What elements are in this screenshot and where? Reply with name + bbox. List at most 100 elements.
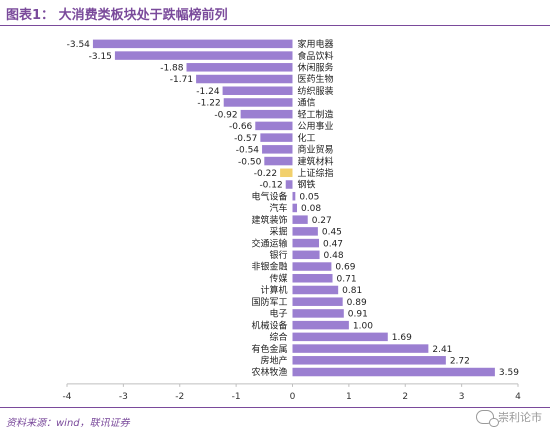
category-label-18: 银行 [269,249,287,261]
value-label-2: -1.88 [160,64,184,74]
category-label-0: 家用电器 [298,38,334,50]
category-label-10: 建筑材料 [298,155,334,167]
value-label-17: 0.47 [323,239,343,249]
category-label-21: 计算机 [260,284,287,296]
x-tick-label-4: 0 [290,392,296,402]
bar-25 [292,332,388,342]
category-label-26: 有色金属 [251,343,287,355]
value-label-28: 3.59 [499,368,519,378]
category-label-15: 建筑装饰 [251,214,287,226]
bar-26 [292,344,429,353]
source-note: 资料来源：wind，联讯证券 [6,418,130,429]
category-label-24: 机械设备 [251,319,287,331]
wechat-icon [476,410,499,427]
bar-6 [240,109,293,119]
bar-5 [223,98,293,107]
x-tick-label-0: -4 [63,392,72,402]
value-label-4: -1.24 [196,87,220,97]
bar-9 [262,145,293,154]
category-label-8: 化工 [298,132,316,144]
value-label-18: 0.48 [324,251,344,261]
bar-3 [196,74,293,84]
value-label-16: 0.45 [322,228,342,238]
category-label-17: 交通运输 [251,237,287,249]
category-label-9: 商业贸易 [298,144,334,156]
bar-0 [92,39,293,49]
category-label-23: 电子 [269,308,287,320]
category-label-6: 轻工制造 [298,108,334,120]
category-label-3: 医药生物 [298,73,334,85]
category-label-12: 钢铁 [298,179,316,191]
value-label-24: 1.00 [353,321,373,331]
category-label-1: 食品饮料 [298,50,334,62]
title-bar: 图表1： 大消费类板块处于跌幅榜前列 [0,0,550,26]
value-label-23: 0.91 [348,310,368,320]
bar-13 [292,191,296,201]
value-label-13: 0.05 [299,192,319,202]
value-label-21: 0.81 [342,286,362,296]
category-label-25: 综合 [269,331,287,343]
bar-17 [292,238,319,248]
bar-27 [292,356,446,365]
category-label-19: 非银金融 [251,261,287,273]
bar-20 [292,274,333,283]
bar-7 [255,121,293,131]
bar-1 [114,51,293,60]
bar-4 [222,86,293,95]
value-label-9: -0.54 [236,146,260,156]
watermark: 崇利论市 [476,409,542,427]
value-label-11: -0.22 [254,169,277,179]
watermark-text: 崇利论市 [498,411,542,424]
value-label-10: -0.50 [238,157,262,167]
bar-24 [292,320,349,330]
x-tick-label-1: -3 [119,392,128,402]
value-label-7: -0.66 [229,122,253,132]
title-divider [0,25,550,26]
category-label-7: 公用事业 [298,120,334,132]
x-tick-label-8: 4 [515,392,521,402]
bar-10 [264,156,293,166]
value-label-8: -0.57 [234,134,257,144]
category-label-14: 汽车 [269,202,287,214]
x-tick-label-6: 2 [402,392,408,402]
footer-divider [0,407,550,408]
bar-18 [292,250,320,260]
bar-28 [292,367,495,377]
bar-19 [292,262,332,271]
value-label-20: 0.71 [337,274,357,284]
x-tick-label-2: -2 [175,392,184,402]
bar-22 [292,297,343,306]
category-label-16: 采掘 [269,226,287,238]
category-label-27: 房地产 [260,355,287,367]
value-label-5: -1.22 [197,99,220,109]
bar-16 [292,227,318,236]
bar-2 [186,63,293,72]
value-label-1: -3.15 [89,52,112,62]
category-label-11: 上证综指 [298,167,334,179]
x-tick-label-7: 3 [459,392,465,402]
footer: 资料来源：wind，联讯证券 崇利论市 [0,407,550,435]
x-tick-label-5: 1 [346,392,352,402]
bar-21 [292,285,339,295]
value-label-14: 0.08 [301,204,321,214]
bar-12 [285,180,293,189]
category-label-5: 通信 [298,97,316,109]
value-label-27: 2.72 [450,357,470,367]
chart-title: 图表1： 大消费类板块处于跌幅榜前列 [6,8,228,23]
value-label-12: -0.12 [259,181,282,191]
bar-14 [292,203,298,213]
bar-11 [280,168,293,178]
value-label-6: -0.92 [214,110,237,120]
value-label-3: -1.71 [170,75,193,85]
bar-15 [292,215,308,224]
category-label-13: 电气设备 [251,190,287,202]
value-label-26: 2.41 [432,345,452,355]
value-label-19: 0.69 [335,263,355,273]
category-label-2: 休闲服务 [298,62,334,74]
value-label-22: 0.89 [347,298,367,308]
value-label-15: 0.27 [312,216,332,226]
bar-chart: 家用电器 -3.54 食品饮料 -3.15 休闲服务 -1.88 医药生物 -1.71 纺织服装… [63,38,522,402]
value-label-25: 1.69 [392,333,412,343]
bar-8 [260,133,293,142]
category-label-28: 农林牧渔 [251,366,287,378]
